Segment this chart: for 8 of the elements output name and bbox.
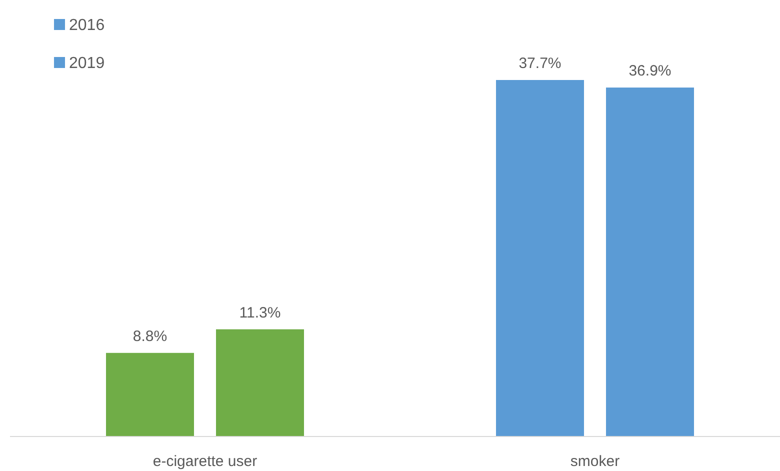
x-tick-label: smoker xyxy=(570,453,620,470)
data-label: 11.3% xyxy=(239,304,281,322)
data-label: 8.8% xyxy=(132,328,168,345)
x-tick-label: e-cigarette user xyxy=(152,453,258,470)
data-label: 36.9% xyxy=(628,62,672,80)
data-label: 37.7% xyxy=(518,55,562,72)
legend-label: 2019 xyxy=(69,55,105,72)
legend-label: 2016 xyxy=(69,17,105,34)
